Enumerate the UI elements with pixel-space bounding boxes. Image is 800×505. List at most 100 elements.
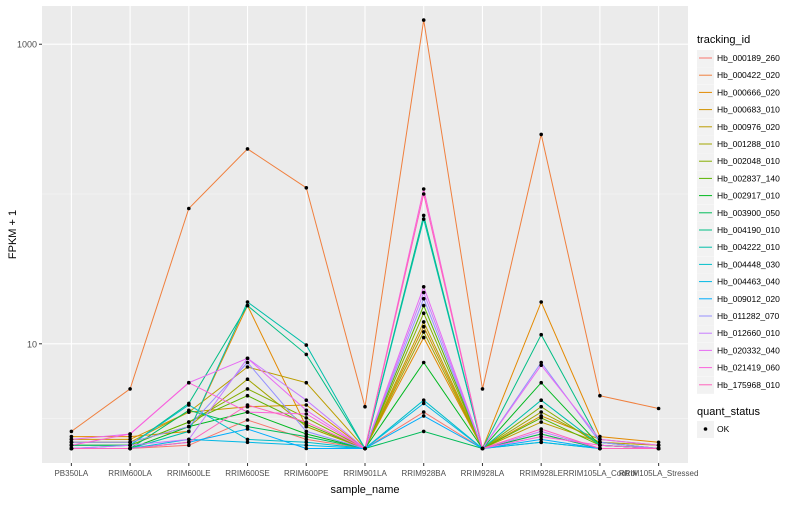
data-point (421, 401, 426, 406)
data-point (421, 285, 426, 289)
data-point (245, 365, 250, 369)
data-point (245, 300, 250, 304)
legend-label: Hb_000189_260 (717, 53, 780, 63)
data-point (421, 290, 426, 295)
data-point (421, 324, 426, 329)
data-point (539, 420, 543, 424)
data-point (480, 446, 485, 451)
data-point (245, 427, 250, 431)
data-point (69, 429, 74, 434)
x-tick-label: RRIM928LE (519, 469, 563, 478)
data-point (245, 377, 250, 382)
data-point (128, 434, 132, 439)
data-point (480, 387, 485, 391)
legend-label: Hb_000422_020 (717, 70, 780, 80)
data-point (421, 187, 426, 191)
data-point (304, 429, 309, 434)
data-point (187, 403, 191, 407)
data-point (304, 437, 309, 442)
data-point (304, 434, 309, 439)
data-point (304, 432, 309, 436)
legend: tracking_id Hb_000189_260 Hb_000422_020 Hb… (697, 34, 780, 438)
data-point (421, 311, 426, 316)
data-point (187, 408, 191, 413)
data-point (421, 217, 426, 221)
x-tick-label: RRIM105LA_Stressed (619, 469, 699, 478)
data-point (363, 404, 367, 409)
grid-layer (42, 6, 688, 463)
data-point (539, 410, 543, 414)
data-point (245, 147, 250, 151)
data-point (656, 443, 661, 448)
data-point (245, 387, 250, 391)
data-point (69, 443, 74, 448)
data-point (539, 332, 543, 337)
point-legend-dot (703, 427, 708, 431)
data-point (421, 320, 426, 324)
data-point (421, 414, 426, 418)
legend-label: Hb_004190_010 (717, 225, 780, 235)
data-point (363, 446, 367, 451)
data-point (187, 429, 191, 434)
axes: 10 1000 PB350LA RRIM600LA RRIM600LE RRIM600SE… (17, 40, 698, 478)
data-point (304, 398, 309, 403)
data-point (128, 443, 132, 448)
x-tick-label: RRIM600LA (108, 469, 152, 478)
data-point (421, 303, 426, 308)
data-point (598, 446, 602, 451)
data-point (421, 192, 426, 196)
data-point (421, 398, 426, 403)
data-point (304, 408, 309, 413)
y-axis-label: FPKM + 1 (7, 210, 19, 259)
legend-label: Hb_000666_020 (717, 87, 780, 97)
x-tick-label: RRIM600PE (284, 469, 328, 478)
data-point (128, 440, 132, 445)
data-point (539, 404, 543, 409)
data-point (539, 437, 543, 442)
data-point (187, 420, 191, 424)
data-point (539, 432, 543, 436)
data-point (304, 440, 309, 445)
legend-title: tracking_id (697, 34, 750, 46)
data-point (539, 300, 543, 304)
legend-label: Hb_000976_020 (717, 122, 780, 132)
data-point (304, 443, 309, 448)
data-point (598, 393, 602, 398)
data-point (187, 206, 191, 211)
data-point (245, 403, 250, 407)
legend-label: Hb_002837_140 (717, 173, 780, 183)
data-point (539, 427, 543, 431)
data-point (421, 410, 426, 414)
legend-label: Hb_002917_010 (717, 191, 780, 201)
data-point (598, 437, 602, 442)
y-tick-label: 10 (27, 339, 37, 349)
x-tick-label: RRIM600LE (167, 469, 211, 478)
data-point (187, 437, 191, 442)
data-point (539, 363, 543, 368)
data-point (69, 437, 74, 442)
data-point (598, 440, 602, 445)
point-legend-title: quant_status (697, 406, 760, 418)
data-point (128, 432, 132, 436)
data-points (69, 18, 661, 451)
data-point (128, 446, 132, 451)
data-point (187, 440, 191, 445)
data-point (421, 330, 426, 334)
data-point (304, 420, 309, 424)
data-point (539, 360, 543, 365)
data-point (245, 356, 250, 361)
legend-label: Hb_002048_010 (717, 156, 780, 166)
data-point (304, 446, 309, 451)
legend-label: Hb_021419_060 (717, 363, 780, 373)
data-point (69, 446, 74, 451)
data-point (421, 18, 426, 22)
data-point (421, 213, 426, 218)
x-tick-label: RRIM105LA_Control (563, 469, 637, 478)
legend-label: Hb_004222_010 (717, 242, 780, 252)
data-point (245, 440, 250, 445)
x-tick-label: RRIM600SE (225, 469, 269, 478)
legend-label: Hb_175968_010 (717, 380, 780, 390)
data-point (539, 416, 543, 420)
legend-key (697, 239, 714, 257)
